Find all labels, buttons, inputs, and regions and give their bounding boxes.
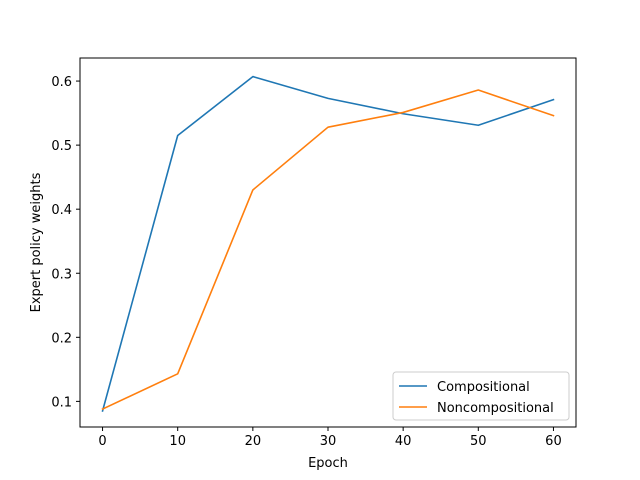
x-axis-ticks: 0 10 20 30 40 50 60 <box>98 427 562 449</box>
y-axis-label: Expert policy weights <box>29 172 44 312</box>
y-tick-label: 0.6 <box>51 75 72 90</box>
y-tick-label: 0.5 <box>51 139 72 154</box>
x-tick-label: 60 <box>545 434 562 449</box>
legend: Compositional Noncompositional <box>392 371 570 421</box>
legend-label: Compositional <box>437 380 530 395</box>
y-tick-label: 0.2 <box>51 331 72 346</box>
x-tick-label: 30 <box>320 434 337 449</box>
legend-label: Noncompositional <box>437 401 554 416</box>
y-tick-label: 0.3 <box>51 267 72 282</box>
x-tick-label: 50 <box>470 434 487 449</box>
x-tick-label: 40 <box>395 434 412 449</box>
x-tick-label: 20 <box>245 434 262 449</box>
x-axis-label: Epoch <box>308 456 348 471</box>
y-axis-ticks: 0.1 0.2 0.3 0.4 0.5 0.6 <box>51 75 80 410</box>
legend-box <box>392 371 570 421</box>
x-tick-label: 0 <box>98 434 106 449</box>
series-layer <box>101 75 555 412</box>
y-tick-label: 0.1 <box>51 395 72 410</box>
y-tick-label: 0.4 <box>51 203 72 218</box>
series-line-compositional <box>101 75 555 412</box>
series-line-noncompositional <box>101 89 555 411</box>
x-tick-label: 10 <box>169 434 186 449</box>
